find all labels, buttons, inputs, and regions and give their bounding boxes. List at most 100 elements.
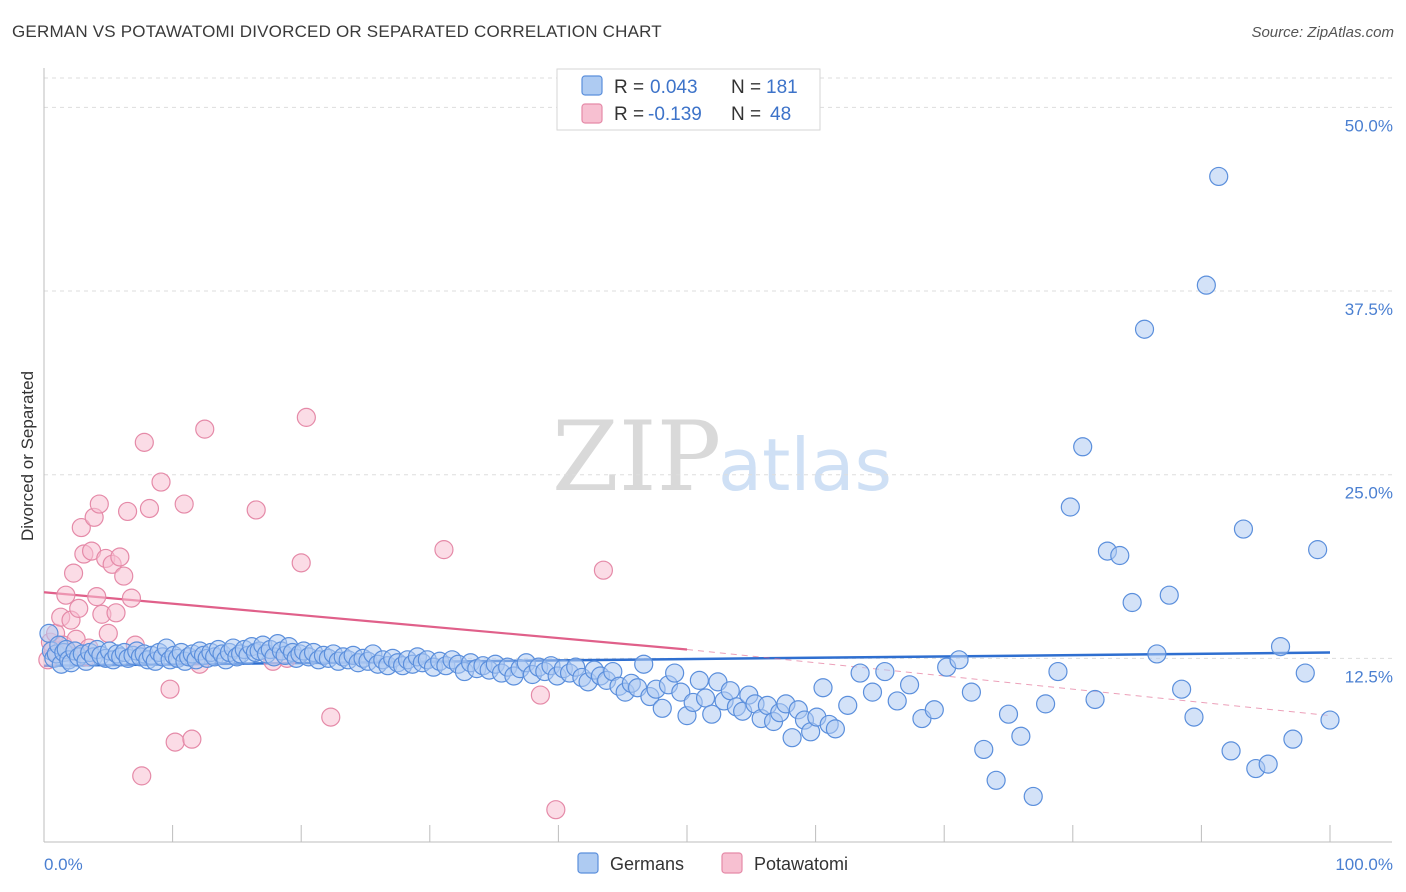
german-point — [1122, 592, 1142, 613]
german-point — [1209, 166, 1229, 187]
german-point — [1184, 707, 1204, 727]
german-point — [1196, 275, 1216, 295]
german-point — [924, 700, 944, 720]
potawatomi-points — [38, 407, 614, 820]
legend-n-value-1: 181 — [766, 77, 798, 98]
potawatomi-point — [195, 419, 215, 439]
trend-lines — [43, 591, 1331, 717]
german-point — [813, 678, 833, 698]
german-point — [1060, 497, 1080, 517]
german-point — [695, 688, 716, 708]
bottom-legend-swatch-germans — [577, 852, 599, 874]
legend-n-label-2: N = — [731, 104, 761, 125]
german-point — [634, 654, 654, 674]
german-point — [1023, 786, 1043, 807]
german-point — [1295, 663, 1315, 683]
german-point — [1308, 540, 1328, 560]
german-point — [1073, 437, 1093, 457]
german-point — [862, 682, 883, 702]
x-tick-labels: 0.0% 100.0% — [44, 855, 1393, 874]
y-axis-label: Divorced or Separated — [18, 371, 37, 541]
potawatomi-point — [434, 540, 454, 560]
grid — [44, 77, 1392, 659]
y-tick-label: 50.0% — [1345, 116, 1393, 135]
y-tick-label: 25.0% — [1345, 484, 1393, 503]
potawatomi-point — [160, 679, 180, 699]
german-points — [39, 166, 1340, 807]
watermark-zip: ZIP — [552, 401, 721, 513]
german-point — [838, 695, 858, 715]
german-point — [850, 663, 870, 683]
potawatomi-point — [291, 553, 311, 573]
axes — [43, 68, 1392, 843]
legend-r-value-1: 0.043 — [650, 77, 698, 98]
german-point — [949, 650, 969, 670]
y-tick-label: 37.5% — [1345, 300, 1393, 319]
legend: R = 0.043 N = 181 R = -0.139 N = 48 — [556, 68, 821, 131]
potawatomi-point — [87, 587, 107, 607]
legend-n-value-2: 48 — [770, 104, 791, 125]
legend-r-label-1: R = — [614, 77, 644, 98]
watermark: ZIP atlas — [552, 401, 892, 513]
watermark-atlas: atlas — [718, 423, 892, 507]
german-point — [1270, 636, 1291, 657]
potawatomi-point — [139, 498, 160, 519]
potawatomi-point — [546, 800, 566, 820]
legend-r-value-2: -0.139 — [648, 104, 702, 125]
german-point — [1159, 585, 1179, 605]
potawatomi-point — [106, 603, 126, 623]
german-point — [652, 698, 672, 718]
x-tick-label-min: 0.0% — [44, 855, 83, 874]
bottom-legend-potawatomi: Potawatomi — [754, 854, 848, 874]
potawatomi-point — [151, 472, 171, 492]
german-point — [1011, 726, 1031, 746]
y-tick-labels: 12.5% 25.0% 37.5% 50.0% — [1345, 116, 1393, 686]
potawatomi-point — [114, 566, 134, 586]
german-point — [986, 770, 1006, 790]
potawatomi-point — [530, 685, 550, 705]
potawatomi-point — [89, 494, 109, 514]
german-point — [961, 682, 982, 702]
potawatomi-point — [296, 407, 316, 427]
potawatomi-point — [321, 707, 341, 727]
y-tick-label: 12.5% — [1345, 667, 1393, 686]
german-point — [665, 663, 685, 683]
german-point — [825, 719, 845, 739]
german-point — [782, 728, 802, 748]
germans-trend-line — [43, 651, 1331, 667]
german-point — [702, 704, 722, 724]
potawatomi-point — [246, 500, 266, 520]
german-point — [1110, 545, 1130, 566]
german-point — [1221, 741, 1241, 761]
potawatomi-point — [56, 585, 76, 605]
german-point — [887, 691, 907, 711]
potawatomi-trend-line — [43, 591, 688, 651]
potawatomi-trend-extension — [686, 649, 1331, 717]
potawatomi-point — [132, 766, 152, 786]
german-point — [671, 682, 691, 702]
german-point — [1233, 519, 1254, 539]
potawatomi-point — [134, 432, 154, 452]
german-point — [720, 681, 740, 701]
potawatomi-point — [182, 729, 202, 749]
german-point — [875, 661, 895, 682]
legend-swatch-potawatomi — [581, 103, 603, 124]
german-point — [1147, 644, 1167, 664]
german-point — [1283, 729, 1303, 749]
bottom-legend-germans: Germans — [610, 854, 684, 874]
potawatomi-point — [117, 501, 138, 522]
legend-n-label-1: N = — [731, 77, 761, 98]
german-point — [974, 739, 994, 760]
potawatomi-point — [110, 547, 130, 567]
potawatomi-point — [63, 563, 84, 583]
bottom-legend-swatch-potawatomi — [721, 852, 743, 874]
legend-r-label-2: R = — [614, 104, 644, 125]
german-point — [998, 704, 1019, 724]
potawatomi-point — [165, 732, 185, 752]
potawatomi-point — [71, 517, 91, 538]
x-tick-label-max: 100.0% — [1335, 855, 1393, 874]
source-credit: Source: ZipAtlas.com — [1251, 24, 1394, 41]
german-point — [1258, 754, 1278, 774]
german-point — [1320, 710, 1340, 730]
